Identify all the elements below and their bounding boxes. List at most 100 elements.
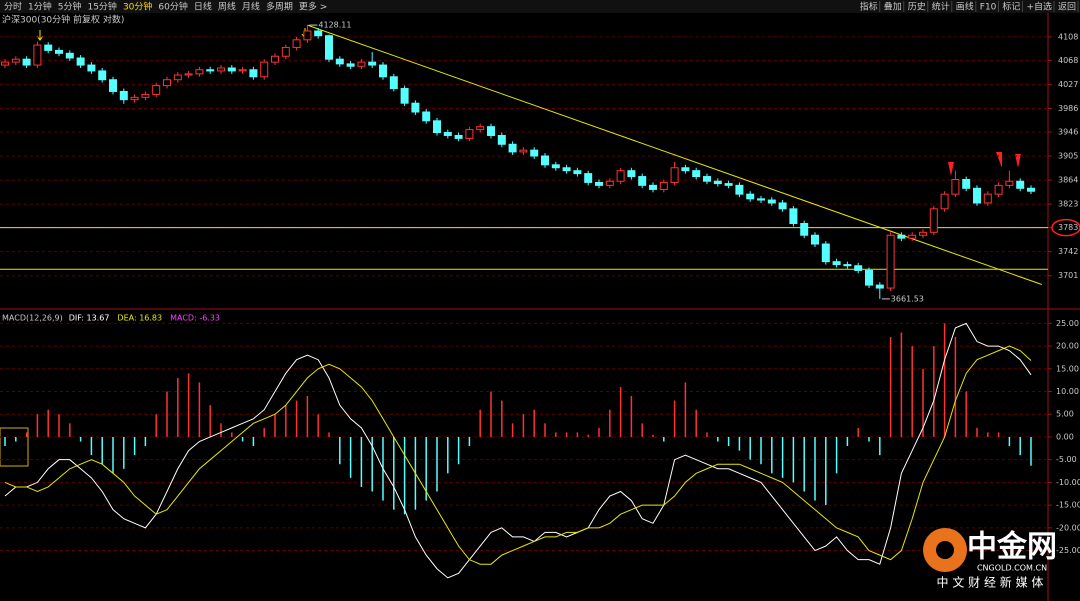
toolbar-bg [0,0,1080,13]
candle-body [389,76,398,90]
candle-body [55,49,63,54]
legend-entry: DEA: 16.83 [117,314,162,323]
period-tab[interactable]: 15分钟 [87,1,116,13]
candle-body [433,120,441,134]
period-tab[interactable]: 60分钟 [158,1,187,13]
candle-body [562,167,571,172]
legend-entry: DIF: 13.67 [69,314,110,323]
candle-body [65,52,74,59]
high-label: 4128.11 [318,21,351,30]
candle-body [670,167,679,183]
selection-box [0,427,29,467]
tool-button[interactable]: 历史 [908,1,926,13]
candle-body [454,134,463,139]
candle-body [22,58,31,66]
y-tick-label: 4108 [1058,32,1078,41]
candle-body [335,58,344,65]
candle-body [422,111,431,122]
candle-body [789,208,798,224]
candle-body [44,44,53,51]
y-tick-label: 15.00 [1056,364,1079,373]
period-tab[interactable]: 周线 [218,1,236,13]
candle-body [152,85,161,95]
candle-body [76,57,85,66]
candle-body [497,134,506,145]
period-tab[interactable]: 多周期 [266,1,293,13]
y-tick-label: 20.00 [1056,342,1079,351]
candle-body [951,178,960,195]
y-tick-label: 25.00 [1056,319,1079,328]
candle-body [465,129,474,139]
candle-body [886,234,895,289]
candle-body [854,265,863,271]
tool-button[interactable]: 画线 [956,1,974,13]
candle-body [541,155,549,166]
y-tick-label: -20.00 [1056,523,1080,532]
arrow [948,162,954,176]
y-tick-label: 10.00 [1056,387,1079,396]
y-tick-label: 3701 [1058,271,1078,280]
tool-button[interactable]: 指标 [860,1,878,13]
period-tab[interactable]: 月线 [242,1,260,13]
candle-body [983,193,992,204]
tool-button[interactable]: F10 [980,3,997,13]
slogan: 中 文 财 经 新 媒 体 [937,575,1044,590]
candle-body [595,181,603,186]
logo-core [936,541,954,559]
candle-body [357,61,366,67]
tool-button[interactable]: 叠加 [884,2,902,13]
candle-body [411,102,420,113]
y-tick-label: 3823 [1058,200,1078,209]
candle-body [87,64,96,72]
indicator-line [4,345,1032,565]
candle-body [584,173,593,183]
candle-body [757,198,765,201]
candle-body [1,61,9,66]
candle-body [238,69,247,72]
candle-body [1016,180,1025,189]
period-tab[interactable]: 日线 [194,1,212,13]
candle-body [962,178,971,189]
period-tab[interactable]: 5分钟 [58,1,82,13]
chart-title: 沪深300(30分钟 前复权 对数) [2,14,124,26]
site: CNGOLD.COM.CN [977,564,1047,573]
indicator-line [4,322,1032,579]
candle-body [681,167,690,172]
tool-button[interactable]: 统计 [932,1,950,13]
candle-body [292,39,301,48]
y-tick-label: -10.00 [1056,478,1080,487]
candle-body [530,149,539,157]
arrow [1015,154,1021,168]
y-tick-label: 3742 [1058,247,1078,256]
candle-body [994,184,1003,195]
candle-body [973,187,981,204]
candle-body [821,243,830,263]
candle-body [1005,180,1014,186]
candle-body [260,61,269,78]
period-tab[interactable]: 分时 [4,1,22,13]
candle-body [195,69,204,75]
tool-button[interactable]: +自选 [1026,1,1052,13]
candle-body [368,61,377,66]
period-tab[interactable]: 更多 > [299,1,327,13]
candle-body [897,234,906,239]
period-tab[interactable]: 1分钟 [28,1,52,13]
candle-body [573,170,582,175]
panel-title: MACD(12,26,9) [2,314,63,323]
tool-button[interactable]: 返回 [1058,1,1076,13]
legend-entry: MACD: -6.33 [170,314,220,323]
y-tick-label: 5.00 [1056,410,1074,419]
candle-body [303,30,312,41]
y-tick-label: -15.00 [1056,501,1080,510]
tool-button[interactable]: 标记 [1002,1,1020,13]
candle-body [141,93,150,98]
y-tick-label: -25.00 [1056,546,1080,555]
period-tab[interactable]: 30分钟 [123,1,152,13]
low-label: 3661.53 [891,294,924,303]
candle-body [919,231,927,236]
candle-body [692,170,701,178]
candle-body [940,193,949,210]
candle-body [508,143,517,153]
